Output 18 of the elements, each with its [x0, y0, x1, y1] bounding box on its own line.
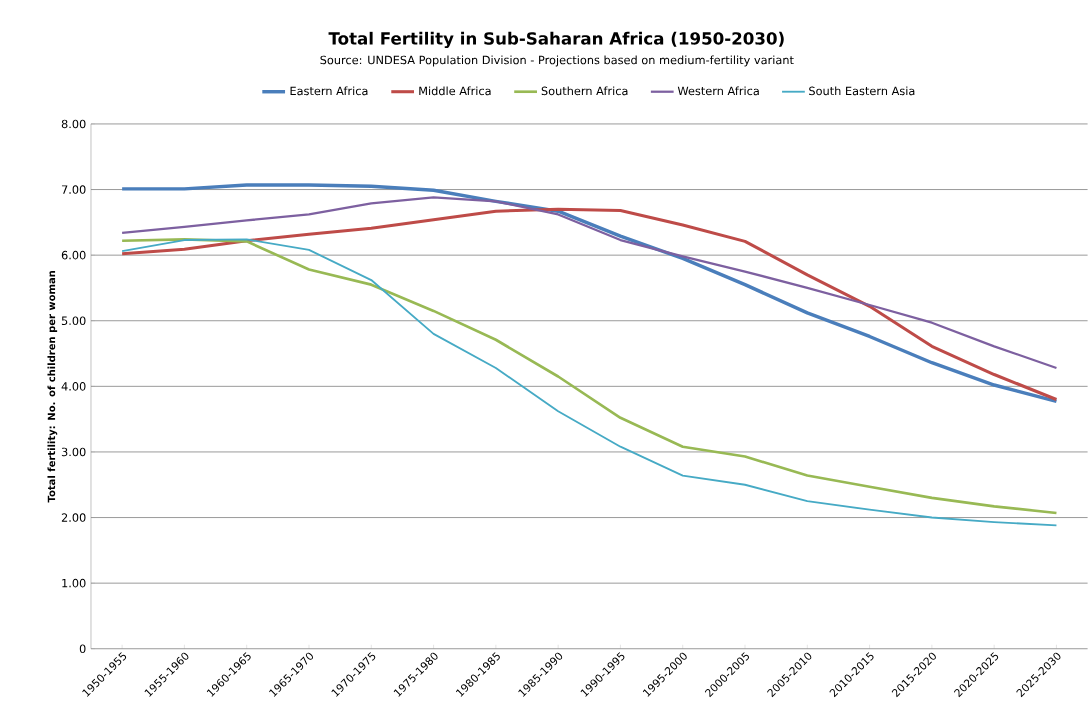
line-series [120, 196, 1058, 370]
y-tick-label: 3.00 [61, 447, 86, 457]
y-tick-label: 0 [79, 644, 86, 654]
y-tick-label: 1.00 [62, 579, 86, 588]
y-tick-label: 4.00 [61, 382, 86, 391]
y-tick-label: 6.00 [61, 251, 86, 260]
chart-subtitle: Source: UNDESA Population Division - Projections based on medium-fertility variant [320, 55, 794, 67]
legend-label: Middle Africa [419, 86, 491, 96]
y-tick-label: 7.00 [61, 185, 86, 194]
chart-title: Total Fertility in Sub-Saharan Africa (1950-2030) [328, 31, 784, 49]
legend-label: South Eastern Asia [809, 86, 915, 96]
y-axis-title: Total fertility: No. of children per woman [47, 271, 58, 503]
legend-label: Southern Africa [541, 86, 628, 96]
legend-label: Eastern Africa [290, 86, 368, 96]
y-tick-label: 2.00 [61, 513, 86, 522]
y-tick-label: 5.00 [61, 316, 86, 326]
legend-label: Western Africa [677, 86, 759, 96]
y-tick-label: 8.00 [61, 119, 86, 129]
